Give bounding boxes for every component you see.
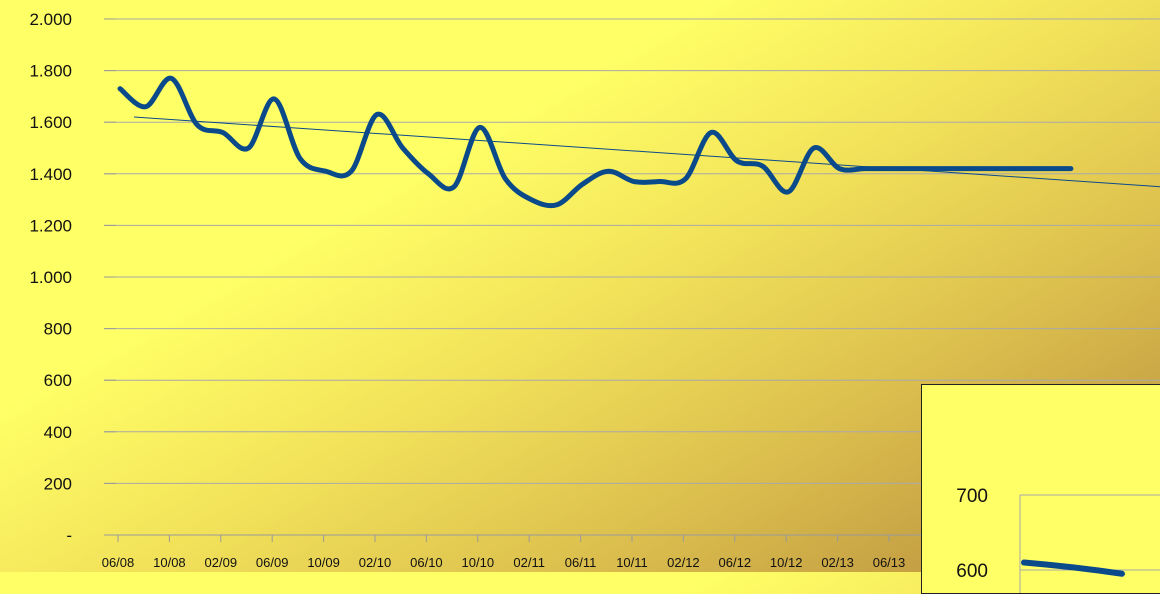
x-tick-label: 02/12 xyxy=(667,555,700,570)
x-tick-label: 06/10 xyxy=(410,555,443,570)
inset-y-tick-label: 700 xyxy=(956,486,988,507)
y-tick-label: 1.800 xyxy=(29,62,72,81)
x-tick-label: 10/09 xyxy=(307,555,340,570)
y-tick-label: 1.200 xyxy=(29,216,72,235)
series-line xyxy=(117,75,1074,209)
x-tick-label: 02/11 xyxy=(513,555,545,570)
x-tick-label: 06/08 xyxy=(102,555,135,570)
x-tick-label: 10/08 xyxy=(153,555,186,570)
main-line-chart: - 200 400 600 800 1.000 1.200 1.400 1.600 1.800 2.… xyxy=(29,10,1160,570)
x-tick-label: 06/12 xyxy=(719,555,752,570)
x-tick-label: 02/09 xyxy=(205,555,238,570)
inset-series-line xyxy=(1021,559,1125,577)
x-tick-label: 10/11 xyxy=(616,555,648,570)
x-tick-label: 06/11 xyxy=(565,555,597,570)
x-axis-ticks: 06/08 10/08 02/09 06/09 10/09 02/10 06/10 10/10… xyxy=(102,555,906,570)
y-tick-label: 2.000 xyxy=(29,10,72,29)
x-tick-label: 10/10 xyxy=(462,555,495,570)
x-tick-label: 02/13 xyxy=(821,555,854,570)
y-tick-label: 1.000 xyxy=(29,268,72,287)
y-tick-label: 400 xyxy=(44,423,72,442)
y-tick-label: 200 xyxy=(44,474,72,493)
x-tick-label: 06/09 xyxy=(256,555,289,570)
y-axis-ticks: - 200 400 600 800 1.000 1.200 1.400 1.600 1.800 2.… xyxy=(29,10,72,545)
trendline xyxy=(133,116,1160,188)
x-tick-label: 06/13 xyxy=(873,555,906,570)
y-tick-label: 1.400 xyxy=(29,165,72,184)
x-tick-label: 10/12 xyxy=(770,555,803,570)
inset-chart-panel: 700 600 xyxy=(921,384,1160,594)
y-tick-label: - xyxy=(66,526,72,545)
y-tick-label: 800 xyxy=(44,320,72,339)
x-tick-label: 02/10 xyxy=(359,555,392,570)
gridlines xyxy=(104,18,1160,542)
y-tick-label: 1.600 xyxy=(29,113,72,132)
y-tick-label: 600 xyxy=(44,371,72,390)
